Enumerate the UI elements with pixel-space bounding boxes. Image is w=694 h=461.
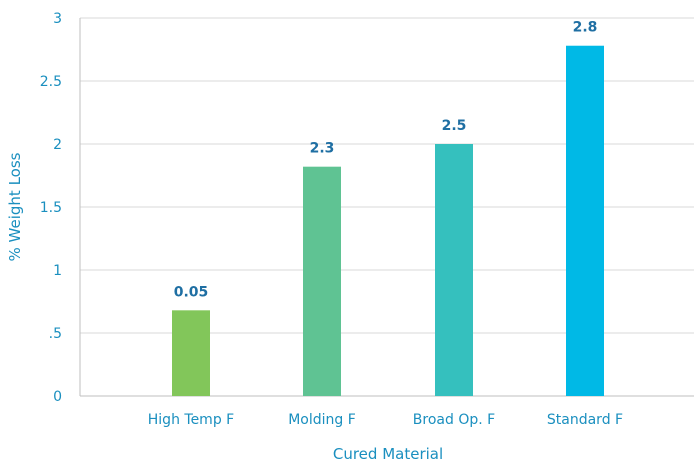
- x-tick-label: Broad Op. F: [413, 412, 495, 428]
- bar: [172, 310, 210, 396]
- x-tick-label: Molding F: [288, 412, 356, 428]
- bar: [303, 166, 341, 396]
- y-tick-label: 1: [53, 263, 62, 279]
- bar: [435, 144, 473, 396]
- x-axis-label: Cured Material: [333, 445, 443, 461]
- y-tick-label: 3: [53, 11, 62, 27]
- x-tick-label: High Temp F: [148, 412, 234, 428]
- y-tick-label: 1.5: [40, 200, 62, 216]
- y-tick-label: .5: [49, 326, 62, 342]
- bar: [566, 45, 604, 396]
- data-label: 2.5: [442, 118, 467, 134]
- data-label: 0.05: [174, 284, 209, 300]
- data-labels: 0.05 2.3 2.5 2.8: [174, 20, 598, 301]
- x-tick-label: Standard F: [547, 412, 623, 428]
- x-tick-labels: High Temp F Molding F Broad Op. F Standard …: [148, 412, 623, 428]
- y-tick-label: 2.5: [40, 74, 62, 90]
- data-label: 2.3: [310, 141, 335, 157]
- bars: [172, 45, 604, 396]
- y-tick-label: 2: [53, 137, 62, 153]
- y-tick-label: 0: [53, 389, 62, 405]
- y-tick-labels: 0 .5 1 1.5 2 2.5 3: [40, 11, 62, 405]
- data-label: 2.8: [573, 20, 598, 36]
- y-axis-label: % Weight Loss: [6, 152, 24, 261]
